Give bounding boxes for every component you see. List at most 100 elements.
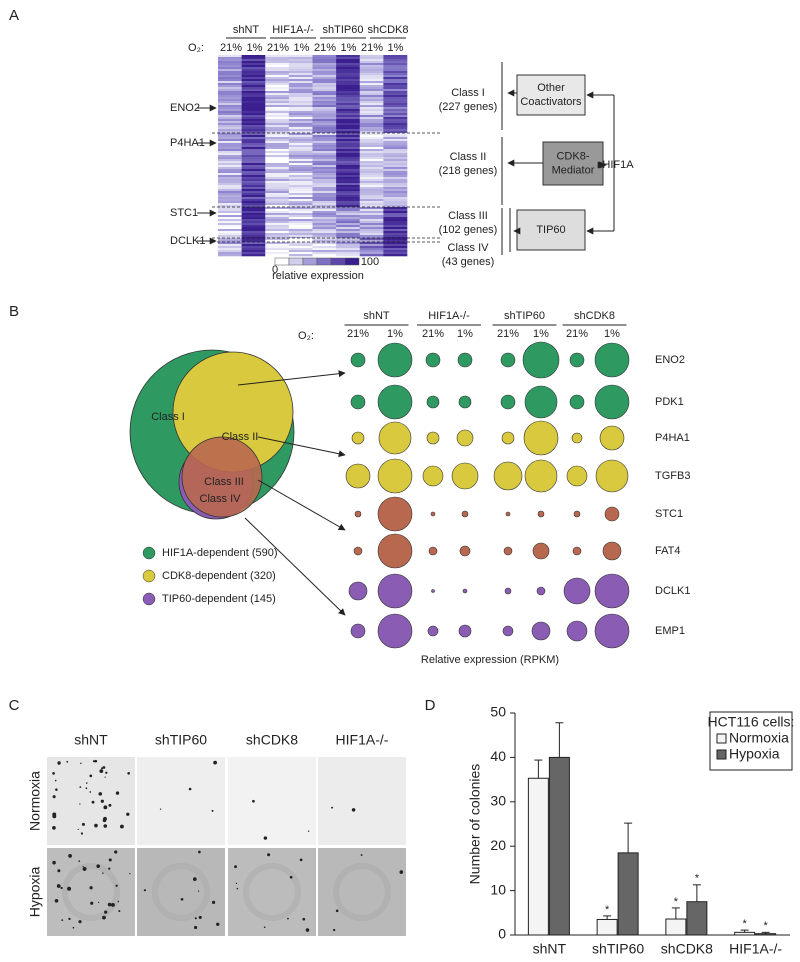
colony [101,767,104,770]
bubble [569,394,585,410]
heatmap-cell [312,133,337,136]
heatmap-cell [336,213,361,216]
heatmap-cell [383,157,408,160]
colorbar-step [302,257,318,266]
bubble [430,511,436,517]
heatmap-cell [265,197,290,200]
heatmap-cell [336,175,361,178]
heatmap-cell [241,215,266,218]
heatmap-cell [218,123,242,126]
heatmap-cell [288,161,313,164]
heatmap-cell [336,131,361,134]
heatmap-cell [312,254,337,257]
heatmap-cell [336,193,361,196]
heatmap-cell [336,215,361,218]
heatmap-cell [218,157,242,160]
heatmap-cell [288,71,313,74]
colony [216,922,220,926]
heatmap-cell [336,129,361,132]
bubble [461,510,469,518]
image-ring [152,863,210,921]
heatmap-cell [312,151,337,154]
colony [104,910,108,914]
heatmap-cell [218,99,242,102]
heatmap-cell [336,205,361,208]
heatmap-cell [336,95,361,98]
heatmap-cell [218,219,242,222]
heatmap-cell [288,189,313,192]
heatmap-cell [359,169,384,172]
colony [102,766,106,769]
heatmap-cell [359,61,384,64]
heatmap-cell [241,129,266,132]
heatmap-cell [312,165,337,168]
heatmap-cell [359,125,384,128]
colony [52,795,56,799]
heatmap-cell [241,201,266,204]
heatmap-cell [383,91,408,94]
colony [236,887,239,890]
heatmap-cell [336,167,361,170]
heatmap-cell [241,117,266,120]
heatmap-cell [312,119,337,122]
condition-label: 1% [533,328,549,340]
heatmap-cell [288,217,313,220]
factor-label: CDK8- [556,150,589,162]
bubble [522,341,560,379]
colony [211,900,216,904]
colony [115,884,118,887]
heatmap-cell [336,246,361,249]
heatmap-cell [312,163,337,166]
heatmap-cell [312,127,337,130]
heatmap-cell [336,91,361,94]
heatmap-cell [312,244,337,247]
heatmap-cell [383,85,408,88]
heatmap-cell [312,145,337,148]
heatmap-cell [359,75,384,78]
heatmap-cell [312,93,337,96]
colony [360,854,363,856]
colony [66,760,69,763]
heatmap-cell [288,139,313,142]
heatmap-cell [383,135,408,138]
heatmap-cell [336,177,361,180]
heatmap-cell [383,213,408,216]
heatmap-cell [359,105,384,108]
heatmap-cell [288,135,313,138]
heatmap-cell [265,73,290,76]
heatmap-cell [312,201,337,204]
heatmap-cell [288,250,313,253]
heatmap-cell [265,75,290,78]
heatmap-cell [241,135,266,138]
heatmap-cell [336,123,361,126]
heatmap-cell [383,89,408,92]
bubble [350,394,366,410]
row-header: Hypoxia [27,867,43,918]
heatmap-cell [241,221,266,224]
heatmap-cell [359,248,384,251]
heatmap-cell [265,147,290,150]
heatmap-cell [265,207,290,210]
heatmap-cell [359,123,384,126]
heatmap-cell [359,137,384,140]
colony [332,928,336,932]
heatmap-cell [241,83,266,86]
colony-image [318,757,406,845]
condition-label: 1% [387,328,403,340]
colony [115,791,120,795]
heatmap-cell [359,242,384,245]
heatmap-cell [241,205,266,208]
heatmap-cell [241,123,266,126]
heatmap-cell [218,75,242,78]
heatmap-cell [218,91,242,94]
heatmap-cell [312,211,337,214]
heatmap-cell [312,209,337,212]
legend-swatch [142,592,156,606]
colony [54,779,57,782]
heatmap-cell [336,117,361,120]
heatmap-cell [241,65,266,68]
heatmap-cell [265,225,290,228]
heatmap-cell [312,169,337,172]
heatmap-cell [241,213,266,216]
significance-mark: * [742,918,747,930]
